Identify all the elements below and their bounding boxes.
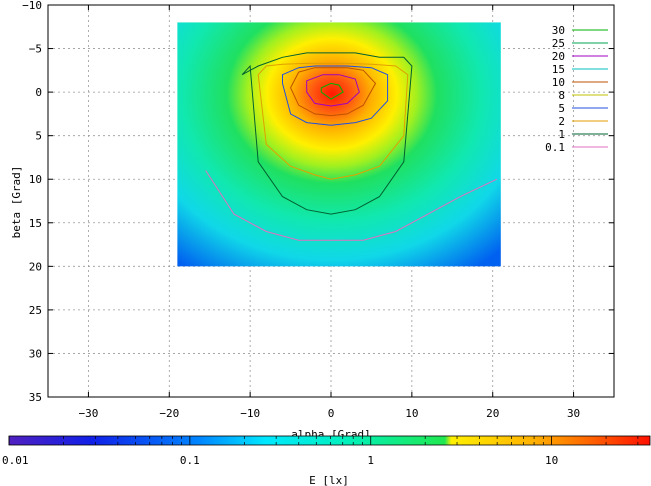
x-tick-label: 0 bbox=[328, 407, 335, 420]
y-tick-label: 10 bbox=[29, 173, 42, 186]
colorbar bbox=[8, 435, 651, 446]
colorbar-tick-label: 0.01 bbox=[2, 454, 29, 467]
contour-0.1 bbox=[205, 170, 498, 241]
colorbar-title: E [lx] bbox=[309, 474, 349, 486]
x-tick-label: 10 bbox=[405, 407, 418, 420]
colorbar-ticks: 0.01 0.1 1 10 bbox=[2, 436, 639, 467]
y-tick-label: 5 bbox=[35, 130, 42, 143]
y-tick-label: 25 bbox=[29, 304, 42, 317]
colorbar-tick-label: 0.1 bbox=[180, 454, 200, 467]
x-tick-label: −20 bbox=[159, 407, 179, 420]
y-tick-label: 15 bbox=[29, 217, 42, 230]
y-axis-title: beta [Grad] bbox=[10, 166, 23, 239]
contour-lines bbox=[205, 52, 498, 241]
legend-label: 10 bbox=[552, 76, 565, 89]
contour-2 bbox=[257, 62, 409, 180]
legend-label: 1 bbox=[558, 128, 565, 141]
legend-label: 8 bbox=[558, 89, 565, 102]
legend-label: 2 bbox=[558, 115, 565, 128]
legend-label: 25 bbox=[552, 37, 565, 50]
legend-label: 20 bbox=[552, 50, 565, 63]
y-tick-label: 30 bbox=[29, 347, 42, 360]
x-tick-label: 30 bbox=[567, 407, 580, 420]
y-tick-label: 0 bbox=[35, 86, 42, 99]
contour-20 bbox=[306, 74, 360, 107]
x-tick-label: 20 bbox=[486, 407, 499, 420]
legend-label: 15 bbox=[552, 63, 565, 76]
heatmap-field bbox=[177, 22, 501, 267]
x-tick-label: −10 bbox=[240, 407, 260, 420]
y-tick-label: −10 bbox=[22, 0, 42, 12]
legend-label: 30 bbox=[552, 24, 565, 37]
colorbar-tick-label: 10 bbox=[545, 454, 558, 467]
contour-10 bbox=[290, 67, 377, 117]
contour-30 bbox=[320, 82, 344, 100]
legend-label: 5 bbox=[558, 102, 565, 115]
y-tick-label: −5 bbox=[29, 43, 42, 56]
colorbar-tick-label: 1 bbox=[367, 454, 374, 467]
contour-5 bbox=[282, 65, 389, 126]
y-tick-label: 20 bbox=[29, 260, 42, 273]
legend-label: 0.1 bbox=[545, 141, 565, 154]
y-tick-label: 35 bbox=[29, 391, 42, 404]
contour-1 bbox=[241, 52, 413, 215]
x-tick-label: −30 bbox=[78, 407, 98, 420]
